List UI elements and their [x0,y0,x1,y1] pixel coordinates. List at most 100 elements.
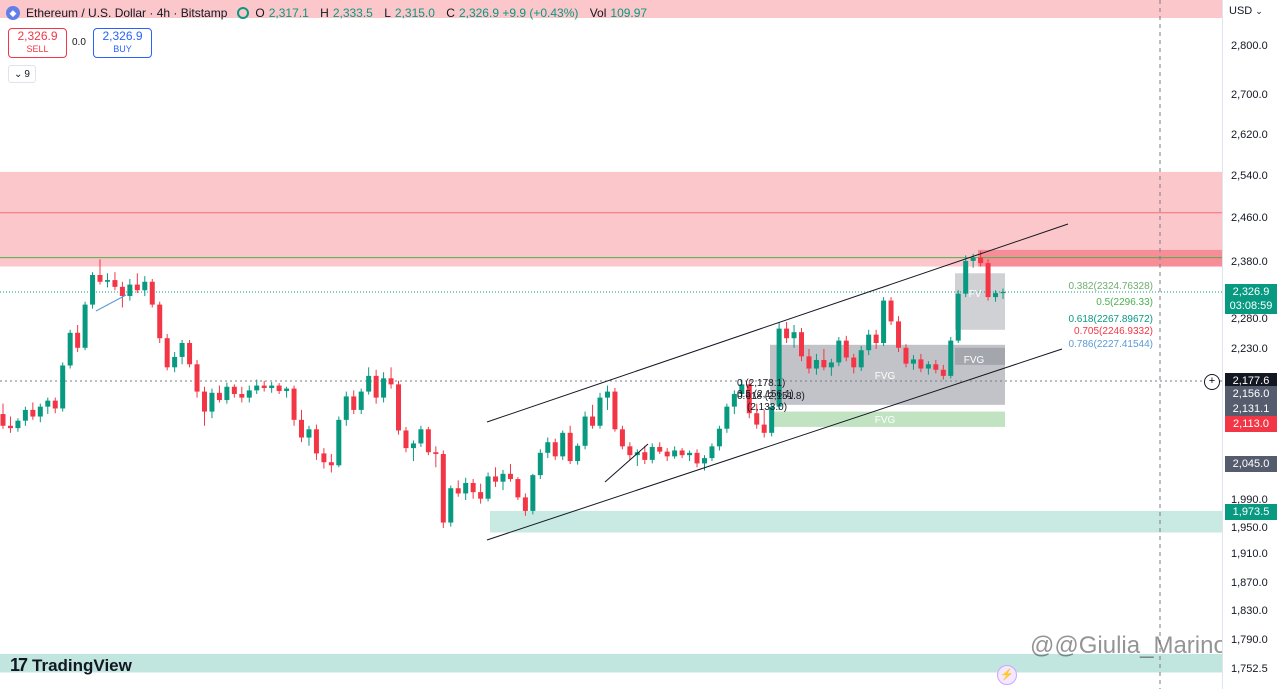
candle-body [530,475,536,511]
buy-button[interactable]: 2,326.9 BUY [93,28,152,58]
candle-body [164,338,170,368]
candle-body [82,304,88,348]
candle-body [358,391,364,410]
candle-body [851,357,857,368]
candle-body [970,257,976,261]
candle-body [552,442,558,457]
lightning-icon[interactable]: ⚡ [997,665,1017,685]
candle-body [433,452,439,454]
candle-body [254,385,260,391]
candle-body [799,332,805,357]
candle-body [933,364,939,370]
candle-body [403,430,409,449]
candle-body [560,432,566,457]
fib-small-label: 0 (2,178.1) [737,378,785,389]
candle-body [612,391,618,430]
candle-body [209,392,215,412]
candle-body [649,446,655,460]
candle-body [52,400,58,409]
candle-body [896,321,902,348]
candle-body [948,340,954,376]
candle-body [343,396,349,420]
candle-body [306,429,312,438]
buy-label: BUY [113,44,132,54]
price-tag: 2,156.0 [1225,386,1277,402]
fib-small-label: (2,133.0) [747,402,787,413]
candle-body [619,429,625,447]
price-axis[interactable]: USD ⌄ 2,800.0 2,700.0 2,620.0 2,540.0 2,460.… [1204,0,1280,689]
candle-body [993,293,999,298]
trend-segment-blue [95,294,127,312]
candle-body [216,392,222,401]
price-tag: 2,113.0 [1225,416,1277,432]
candle-body [179,343,185,357]
symbol-header: ◆ Ethereum / U.S. Dollar · 4h · Bitstamp… [6,6,655,20]
price-tick: 2,280.0 [1231,313,1268,325]
candle-body [336,419,342,466]
candle-body [567,432,573,462]
candle-body [657,446,663,452]
candle-body [470,482,476,493]
symbol-title[interactable]: Ethereum / U.S. Dollar · 4h · Bitstamp [26,6,228,20]
candle-body [30,409,36,417]
price-plot[interactable]: FVG FVG FVG FV 0.382(2324.76328) 0.5(2296.33)… [0,0,1222,689]
fib-level-label: 0.705(2246.9332) [1074,326,1153,337]
candle-body [351,396,357,410]
candle-body [22,409,28,421]
fib-small-label: 0.618 (2,151.8) [737,391,805,402]
candle-body [7,425,13,429]
price-tick: 1,752.5 [1231,663,1268,675]
candle-body [284,388,290,391]
candle-body [597,397,603,426]
price-tick: 2,540.0 [1231,170,1268,182]
candle-body [716,428,722,447]
candle-body [246,390,252,398]
candle-body [119,286,125,296]
candle-body [366,375,372,392]
candle-body [187,343,193,365]
trend-segment [604,443,649,483]
candle-body [575,445,581,462]
watermark-text: @Giulia_Marino_X [1054,632,1222,659]
candle-body [545,442,551,453]
candle-body [672,450,678,457]
candle-body [388,378,394,385]
countdown-timer: 03:08:59 [1229,300,1273,312]
candle-body [381,378,387,398]
candle-body [127,284,133,296]
sell-button[interactable]: 2,326.9 SELL [8,28,67,58]
fvg-label: FVG [875,371,896,382]
fib-level-label: 0.786(2227.41544) [1068,339,1153,350]
indicators-count: 9 [24,68,30,80]
fvg-box-top [955,273,1005,330]
candle-body [1000,291,1006,294]
candle-body [754,413,760,425]
candle-body [269,385,275,388]
candle-body [963,260,969,294]
indicators-toggle[interactable]: ⌄ 9 [8,65,36,83]
crosshair-plus-icon[interactable]: + [1204,374,1220,390]
candle-body [925,364,931,369]
candle-body [485,476,491,499]
candle-body [90,274,96,305]
candle-body [37,406,43,417]
tradingview-mark-icon: 17 [10,655,28,675]
candle-body [67,332,73,366]
status-dot-icon [237,7,250,19]
price-tick: 2,460.0 [1231,212,1268,224]
candle-body [866,334,872,351]
candle-body [687,452,693,456]
chart-area[interactable]: FVG FVG FVG FV 0.382(2324.76328) 0.5(2296.33)… [0,0,1222,689]
supply-box [978,249,1222,267]
tradingview-logo: 17 TradingView [10,655,132,676]
candle-body [60,365,66,409]
candle-body [500,473,506,482]
price-tick: 2,620.0 [1231,129,1268,141]
fib-level-label: 0.382(2324.76328) [1068,281,1153,292]
candle-body [701,458,707,464]
buy-price: 2,326.9 [102,29,143,43]
candle-body [642,452,648,460]
candle-body [843,340,849,358]
currency-selector[interactable]: USD ⌄ [1223,5,1263,17]
ohlc-readout: O 2,317.1 H 2,333.5 L 2,315.0 C 2,326.9 +9.9… [255,6,648,20]
